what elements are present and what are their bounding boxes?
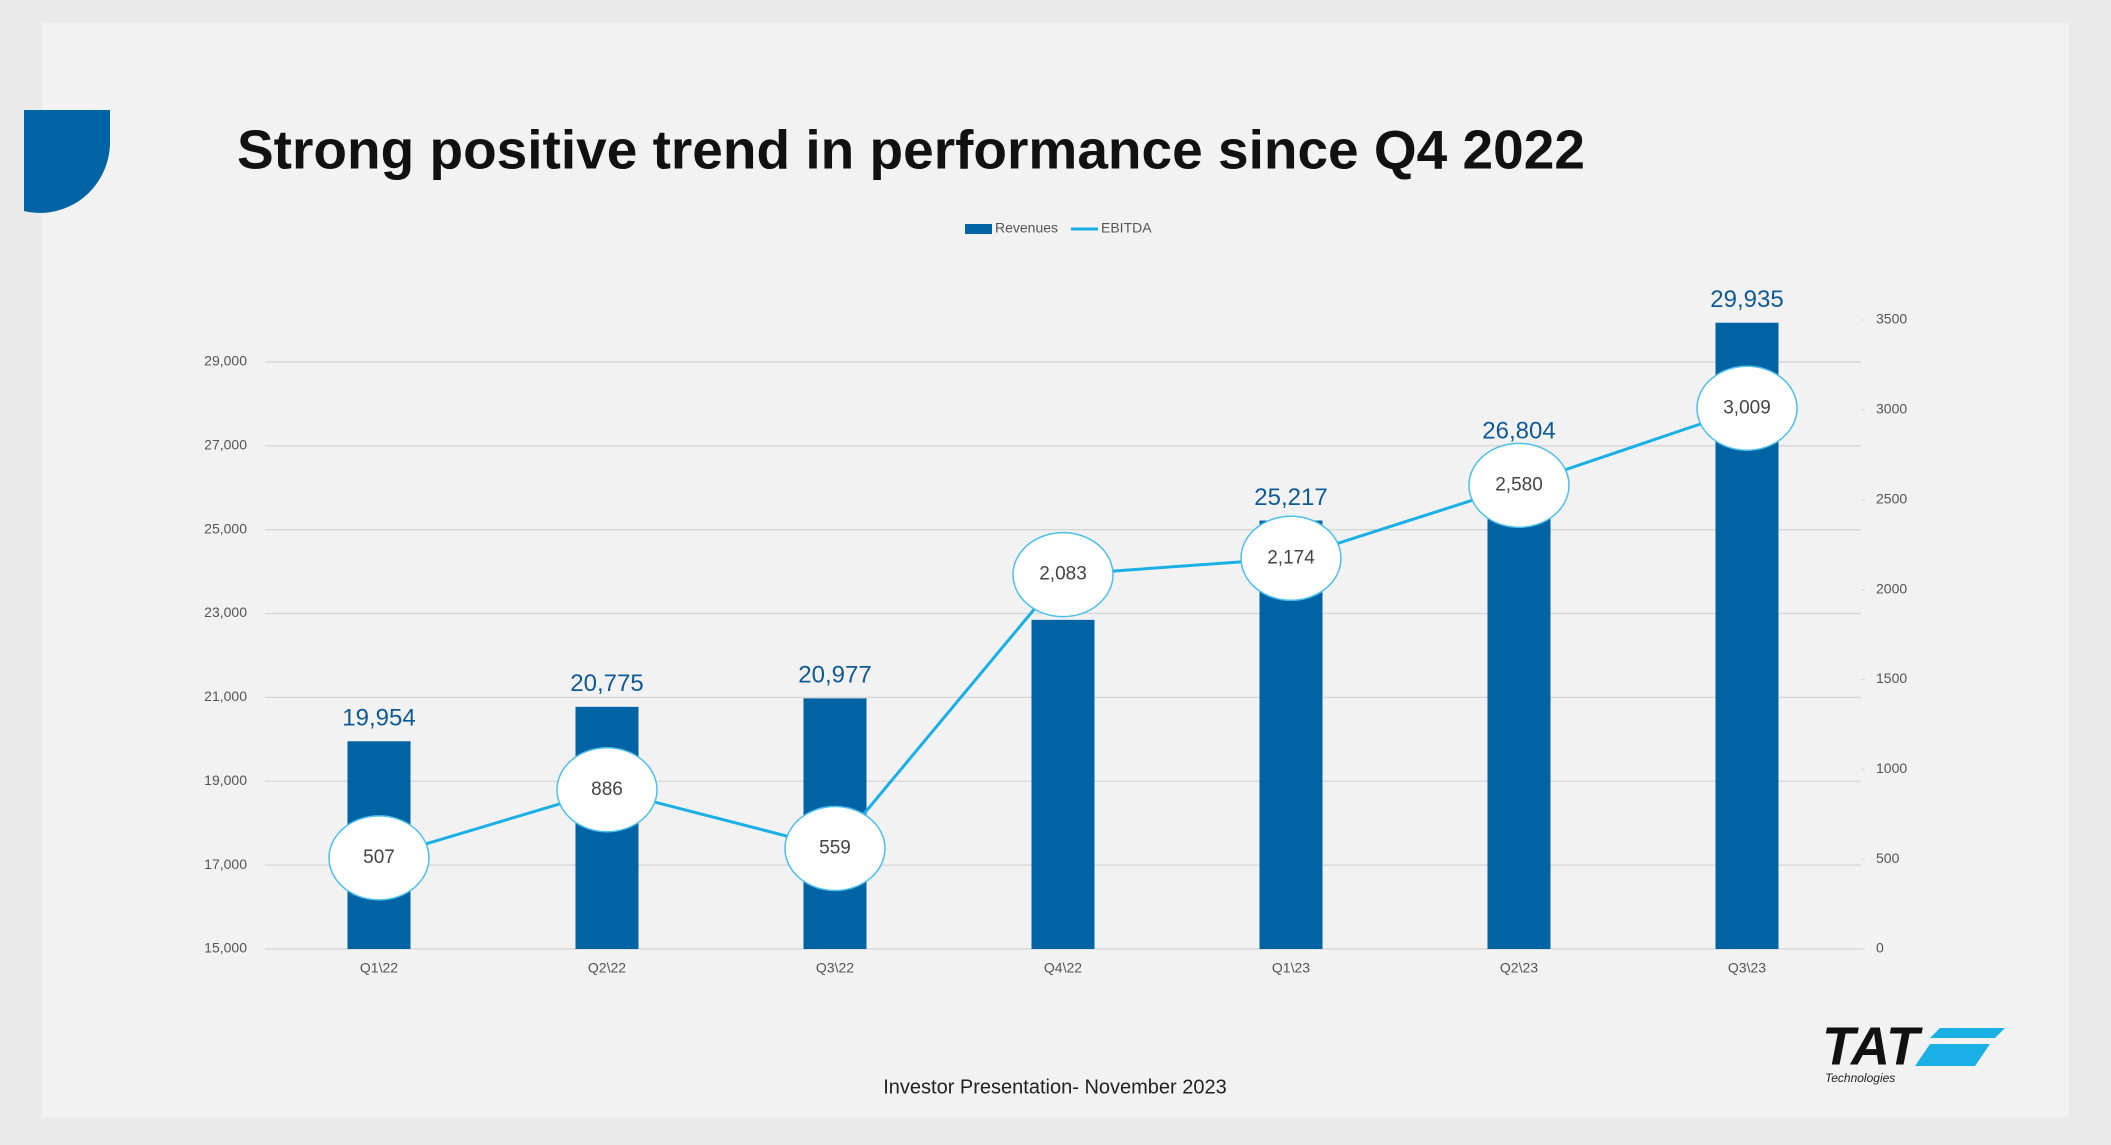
- data-label: 29,935: [1710, 286, 1783, 313]
- y-tick-label: 23,000: [204, 604, 247, 620]
- y-tick-label: 21,000: [204, 688, 247, 704]
- y2-tick-label: 2000: [1876, 580, 1907, 596]
- chart-title: Strong positive trend in performance sin…: [237, 119, 1585, 181]
- y2-tick-label: 2500: [1876, 490, 1907, 506]
- label-bubble: [1696, 365, 1798, 451]
- x-tick-label: Q4\22: [1044, 960, 1082, 976]
- logo-subtext: Technologies: [1825, 1071, 1895, 1085]
- data-label: 19,954: [342, 705, 415, 732]
- label-bubble: [1012, 531, 1114, 618]
- label-bubble: [556, 747, 658, 833]
- data-label: 886: [591, 779, 623, 800]
- data-label: 2,174: [1267, 547, 1315, 568]
- label-bubble: [1468, 442, 1570, 529]
- y2-tick-label: 0: [1876, 940, 1884, 956]
- y-tick-label: 27,000: [204, 437, 247, 453]
- x-tick-label: Q3\22: [816, 960, 854, 976]
- y2-tick-label: 500: [1876, 850, 1900, 866]
- y-tick-label: 29,000: [204, 353, 247, 369]
- x-tick-label: Q1\23: [1272, 960, 1310, 976]
- x-tick-label: Q3\23: [1728, 960, 1766, 976]
- data-label: 20,775: [570, 670, 643, 697]
- label-bubble: [328, 815, 430, 901]
- legend-label: EBITDA: [1101, 220, 1152, 236]
- corner-shape: [24, 110, 111, 213]
- data-label: 559: [819, 838, 851, 859]
- y2-tick-label: 1500: [1876, 670, 1907, 686]
- logo-text: TAT: [1822, 1016, 1923, 1076]
- label-bubble: [784, 805, 886, 892]
- data-label: 20,977: [798, 662, 871, 689]
- y-tick-label: 17,000: [204, 856, 247, 872]
- data-label: 2,580: [1495, 474, 1543, 495]
- y2-tick-label: 1000: [1876, 760, 1907, 776]
- bar: [1031, 619, 1095, 949]
- y2-tick-label: 3000: [1876, 401, 1907, 417]
- footer: Investor Presentation- November 2023: [883, 1076, 1227, 1098]
- x-tick-label: Q2\23: [1500, 960, 1538, 976]
- y-tick-label: 15,000: [204, 940, 247, 956]
- data-label: 26,804: [1482, 417, 1555, 444]
- x-tick-label: Q1\22: [360, 960, 398, 976]
- bar: [1487, 454, 1551, 949]
- logo-swoosh: [1915, 1028, 2005, 1066]
- data-label: 25,217: [1254, 484, 1327, 511]
- y2-tick-label: 3500: [1876, 311, 1907, 327]
- data-label: 2,083: [1039, 564, 1087, 585]
- x-tick-label: Q2\22: [588, 960, 626, 976]
- y-tick-label: 19,000: [204, 772, 247, 788]
- data-label: 3,009: [1723, 397, 1771, 418]
- legend-swatch: [965, 224, 992, 234]
- data-label: 507: [363, 847, 395, 868]
- y-tick-label: 25,000: [204, 520, 247, 536]
- label-bubble: [1240, 515, 1342, 602]
- legend-label: Revenues: [995, 220, 1058, 236]
